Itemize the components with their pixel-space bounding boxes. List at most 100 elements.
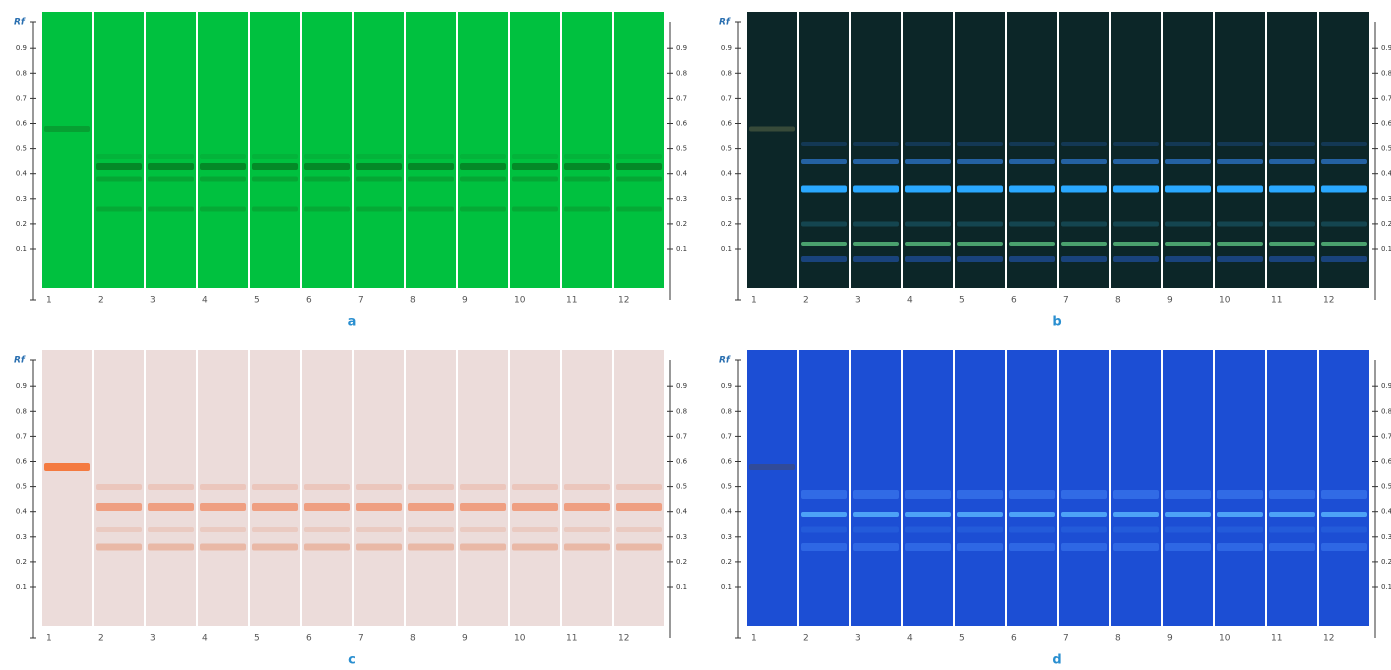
band (564, 543, 610, 551)
lane-number: 8 (410, 296, 416, 306)
band (905, 142, 951, 146)
lane (198, 12, 248, 288)
axis-title: Rf (14, 18, 26, 28)
band (905, 185, 951, 193)
lane-number: 8 (1115, 296, 1121, 306)
tick-label: 0.8 (16, 69, 27, 77)
lane (1319, 350, 1369, 626)
tick-label: 0.3 (1381, 195, 1391, 203)
band (853, 159, 899, 164)
band (1217, 142, 1263, 146)
lane-number: 4 (202, 634, 208, 644)
band (512, 206, 558, 212)
lane (1215, 12, 1265, 288)
lane-number: 5 (959, 634, 965, 644)
tick-label: 0.8 (676, 407, 687, 415)
tick-label: 0.3 (721, 195, 732, 203)
band (408, 206, 454, 212)
tick-label: 0.5 (676, 145, 687, 153)
lane (1111, 350, 1161, 626)
tick-label: 0.1 (721, 583, 732, 591)
band (1321, 221, 1367, 227)
lane (510, 12, 560, 288)
tick-label: 0.2 (721, 220, 732, 228)
band (1165, 159, 1211, 164)
band (1165, 512, 1211, 517)
lane-number: 8 (1115, 634, 1121, 644)
band (1113, 185, 1159, 193)
band (1269, 543, 1315, 551)
band (1269, 490, 1315, 499)
band (616, 484, 662, 490)
lane-number: 11 (1271, 296, 1282, 306)
lane-number: 1 (46, 296, 52, 306)
tick-label: 0.6 (1381, 120, 1391, 128)
band (616, 176, 662, 182)
band (356, 206, 402, 212)
band (252, 163, 298, 170)
band (905, 490, 951, 499)
panel-label: b (1052, 315, 1061, 330)
tick-label: 0.1 (16, 245, 27, 253)
band (564, 484, 610, 490)
lane (42, 350, 92, 626)
band (1217, 242, 1263, 246)
lane (406, 12, 456, 288)
lane-number: 12 (618, 296, 629, 306)
tick-label: 0.2 (16, 220, 27, 228)
band (905, 221, 951, 227)
panel-label: a (348, 315, 357, 330)
band (957, 221, 1003, 227)
tick-label: 0.2 (676, 220, 687, 228)
band (96, 503, 142, 511)
band (408, 527, 454, 532)
band (1217, 185, 1263, 193)
lane-number: 1 (751, 296, 757, 306)
tick-label: 0.6 (676, 120, 688, 128)
band (1269, 185, 1315, 193)
band (1217, 159, 1263, 164)
band (1321, 185, 1367, 193)
band (905, 526, 951, 533)
lane-number: 9 (1167, 296, 1173, 306)
tick-label: 0.9 (1381, 382, 1391, 390)
band (304, 176, 350, 182)
band (616, 154, 662, 159)
band (460, 176, 506, 182)
tick-label: 0.8 (16, 407, 27, 415)
tick-label: 0.4 (676, 170, 688, 178)
band (1165, 543, 1211, 551)
band (44, 463, 90, 471)
band (957, 159, 1003, 164)
lane (851, 350, 901, 626)
band (957, 242, 1003, 246)
lane-number: 6 (306, 296, 312, 306)
band (801, 142, 847, 146)
tick-label: 0.5 (721, 145, 732, 153)
band (1113, 490, 1159, 499)
tick-label: 0.7 (721, 432, 732, 440)
tick-label: 0.4 (16, 508, 28, 516)
lane (955, 12, 1005, 288)
lane-number: 7 (1063, 296, 1069, 306)
tick-label: 0.5 (721, 483, 732, 491)
tick-label: 0.3 (676, 195, 687, 203)
tick-label: 0.6 (1381, 458, 1391, 466)
band (1061, 221, 1107, 227)
band (801, 159, 847, 164)
lane-number: 6 (1011, 296, 1017, 306)
tick-label: 0.5 (676, 483, 687, 491)
tick-label: 0.3 (16, 195, 27, 203)
band (200, 176, 246, 182)
band (801, 242, 847, 246)
lane-number: 10 (1219, 634, 1231, 644)
lane (1163, 350, 1213, 626)
lane (1319, 12, 1369, 288)
tick-label: 0.1 (16, 583, 27, 591)
lane (851, 12, 901, 288)
lane-number: 1 (46, 634, 52, 644)
lane-number: 11 (566, 296, 577, 306)
band (853, 185, 899, 193)
band (304, 154, 350, 159)
band (408, 543, 454, 551)
